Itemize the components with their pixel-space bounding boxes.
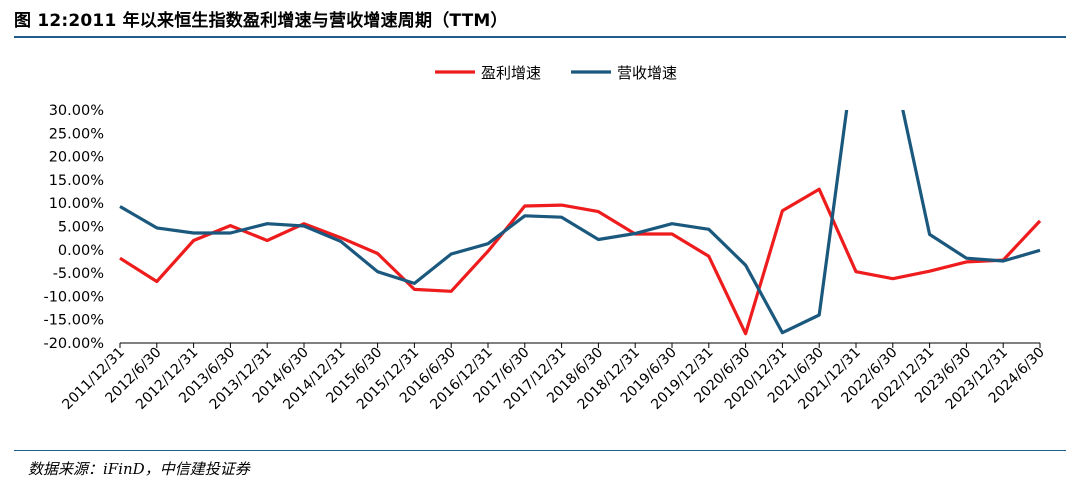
chart-legend: 盈利增速 营收增速	[435, 64, 677, 82]
source-rule	[14, 450, 1066, 451]
legend-label: 营收增速	[617, 64, 677, 82]
y-tick-label: -5.00%	[53, 266, 104, 282]
y-tick-label: 10.00%	[49, 196, 104, 212]
y-tick-label: 0.00%	[58, 243, 104, 259]
y-tick-label: -10.00%	[43, 289, 104, 305]
y-tick-label: 30.00%	[49, 103, 104, 119]
y-tick-label: 25.00%	[49, 126, 104, 142]
y-tick-label: -15.00%	[43, 313, 104, 329]
y-tick-label: 15.00%	[49, 173, 104, 189]
x-axis: 2011/12/312012/6/302012/12/312013/6/3020…	[59, 342, 1048, 413]
figure-title: 图 12:2011 年以来恒生指数盈利增速与营收增速周期（TTM）	[14, 11, 508, 31]
profit-growth-line	[119, 187, 1042, 336]
legend-label: 盈利增速	[481, 64, 541, 82]
line-chart: 盈利增速 营收增速 30.00% 25.00% 20.00% 15.00% 10.00% 5…	[43, 64, 1048, 413]
data-source-note: 数据来源：iFinD，中信建投证券	[28, 460, 250, 478]
revenue-growth-line	[119, 110, 1041, 335]
y-tick-label: -20.00%	[43, 336, 104, 352]
y-axis: 30.00% 25.00% 20.00% 15.00% 10.00% 5.00% 0.00%…	[43, 103, 104, 352]
y-tick-label: 20.00%	[49, 150, 104, 166]
title-rule	[14, 36, 1066, 38]
y-tick-label: 5.00%	[58, 220, 104, 236]
plot-area	[119, 110, 1042, 336]
